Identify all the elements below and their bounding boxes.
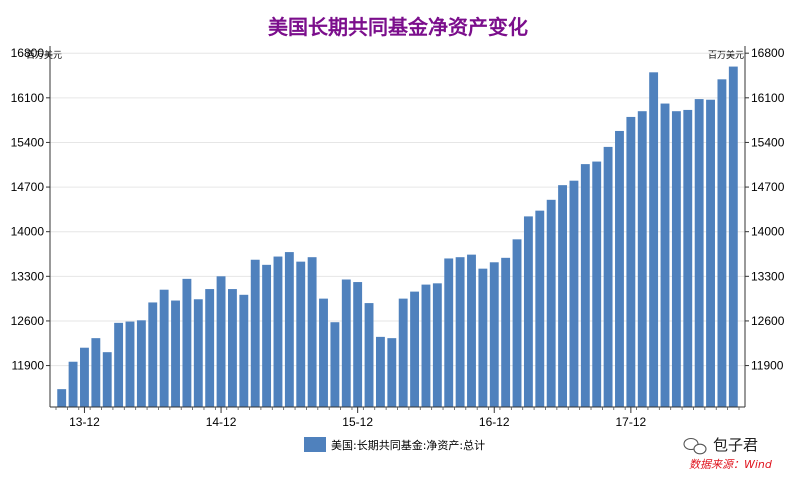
bar <box>102 352 112 407</box>
bar <box>307 257 317 407</box>
right-tick-label: 13300 <box>751 269 785 283</box>
bar <box>660 103 670 408</box>
bar <box>250 259 260 407</box>
bar <box>296 261 306 407</box>
bar <box>444 258 454 407</box>
right-tick-label: 16800 <box>751 46 785 60</box>
bar <box>353 282 363 407</box>
bar <box>136 320 146 407</box>
bar <box>569 180 579 407</box>
bar <box>114 322 124 407</box>
bar <box>694 99 704 408</box>
wechat-icon <box>683 437 707 455</box>
bar <box>706 99 715 407</box>
left-y-axis: 11900 12600 13300 14000 14700 15400 16100 16800 <box>11 46 50 373</box>
bar <box>341 279 351 407</box>
bar <box>159 289 169 407</box>
x-tick-label: 17-12 <box>616 415 647 429</box>
x-tick-label: 14-12 <box>206 415 237 429</box>
left-tick-label: 16100 <box>11 91 45 105</box>
bar <box>68 361 78 407</box>
right-tick-label: 11900 <box>751 359 784 373</box>
right-tick-label: 14700 <box>751 180 785 194</box>
bar <box>410 291 420 407</box>
bar <box>637 111 647 407</box>
bar <box>228 289 237 407</box>
bar <box>216 276 226 407</box>
bar <box>558 185 567 407</box>
bar <box>80 347 89 407</box>
left-tick-label: 14700 <box>11 180 45 194</box>
bar <box>239 294 249 407</box>
bar <box>455 257 465 407</box>
left-tick-label: 14000 <box>11 225 45 239</box>
bar <box>375 336 385 407</box>
bar <box>512 239 522 407</box>
bar <box>717 79 727 407</box>
bar <box>398 298 408 407</box>
bar <box>580 164 590 407</box>
bar <box>671 111 681 407</box>
bar <box>364 303 374 407</box>
bar <box>273 256 283 407</box>
bar <box>603 146 613 407</box>
left-tick-label: 13300 <box>11 269 45 283</box>
bar <box>387 338 397 407</box>
watermark: 包子君 <box>683 436 758 455</box>
right-tick-label: 12600 <box>751 314 785 328</box>
bar <box>523 216 533 407</box>
right-y-axis: 11900 12600 13300 14000 14700 15400 16100 16800 <box>745 46 785 373</box>
bar <box>501 257 511 407</box>
bar <box>683 109 693 408</box>
bar <box>489 262 499 407</box>
bar <box>432 283 442 407</box>
bar <box>478 268 488 407</box>
bar <box>615 130 624 407</box>
x-tick-label: 16-12 <box>479 415 510 429</box>
legend: 美国:长期共同基金:净资产:总计 <box>304 437 485 452</box>
bar <box>171 300 180 407</box>
legend-swatch <box>304 437 326 452</box>
bar <box>57 389 67 407</box>
left-tick-label: 15400 <box>11 135 45 149</box>
left-tick-label: 16800 <box>11 46 45 60</box>
x-tick-label: 15-12 <box>342 415 373 429</box>
bar <box>284 252 294 407</box>
bar <box>330 322 340 407</box>
bar <box>626 116 636 407</box>
left-tick-label: 11900 <box>12 359 45 373</box>
left-axis-unit: 百万美元 <box>26 49 62 61</box>
bar <box>546 199 556 407</box>
bar <box>148 302 158 407</box>
watermark-text: 包子君 <box>713 436 758 454</box>
bar <box>125 321 135 407</box>
left-tick-label: 12600 <box>11 314 45 328</box>
bar <box>193 299 203 407</box>
bar <box>728 66 738 407</box>
bar <box>535 210 545 407</box>
bar-series <box>57 66 738 408</box>
chart-title: 美国长期共同基金净资产变化 <box>268 15 528 39</box>
bar <box>319 298 328 407</box>
right-axis-unit: 百万美元 <box>708 49 744 61</box>
bar <box>592 161 602 407</box>
bar <box>91 338 101 407</box>
bar <box>205 289 215 407</box>
bar <box>467 254 476 407</box>
legend-label: 美国:长期共同基金:净资产:总计 <box>331 438 485 452</box>
right-tick-label: 14000 <box>751 225 785 239</box>
x-axis: 13-12 14-12 15-12 16-12 17-12 <box>55 407 740 429</box>
right-tick-label: 15400 <box>751 135 785 149</box>
bar <box>262 264 272 407</box>
right-tick-label: 16100 <box>751 91 785 105</box>
source-note: 数据来源：Wind <box>689 458 773 471</box>
bar <box>182 278 192 407</box>
bar <box>421 284 431 407</box>
bar <box>649 72 659 407</box>
x-tick-label: 13-12 <box>69 415 100 429</box>
